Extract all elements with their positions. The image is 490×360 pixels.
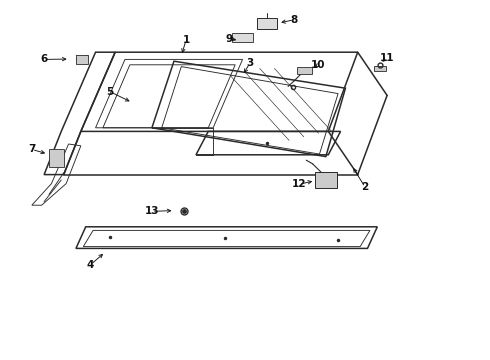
Text: 11: 11	[380, 53, 394, 63]
Text: 1: 1	[183, 35, 190, 45]
Text: 7: 7	[28, 144, 36, 154]
Bar	[49, 149, 64, 167]
Bar	[257, 18, 277, 29]
Text: 8: 8	[291, 15, 297, 25]
Text: 9: 9	[226, 33, 233, 44]
Text: 2: 2	[362, 182, 368, 192]
Text: 12: 12	[292, 179, 306, 189]
Text: 6: 6	[41, 54, 48, 64]
Bar	[374, 66, 386, 71]
Bar	[297, 67, 312, 74]
Bar	[315, 172, 337, 188]
Bar	[76, 55, 88, 64]
Text: 10: 10	[311, 60, 326, 70]
Text: 3: 3	[246, 58, 253, 68]
Bar	[232, 33, 253, 42]
Text: 5: 5	[107, 87, 114, 97]
Text: 4: 4	[87, 260, 95, 270]
Text: 13: 13	[145, 206, 159, 216]
